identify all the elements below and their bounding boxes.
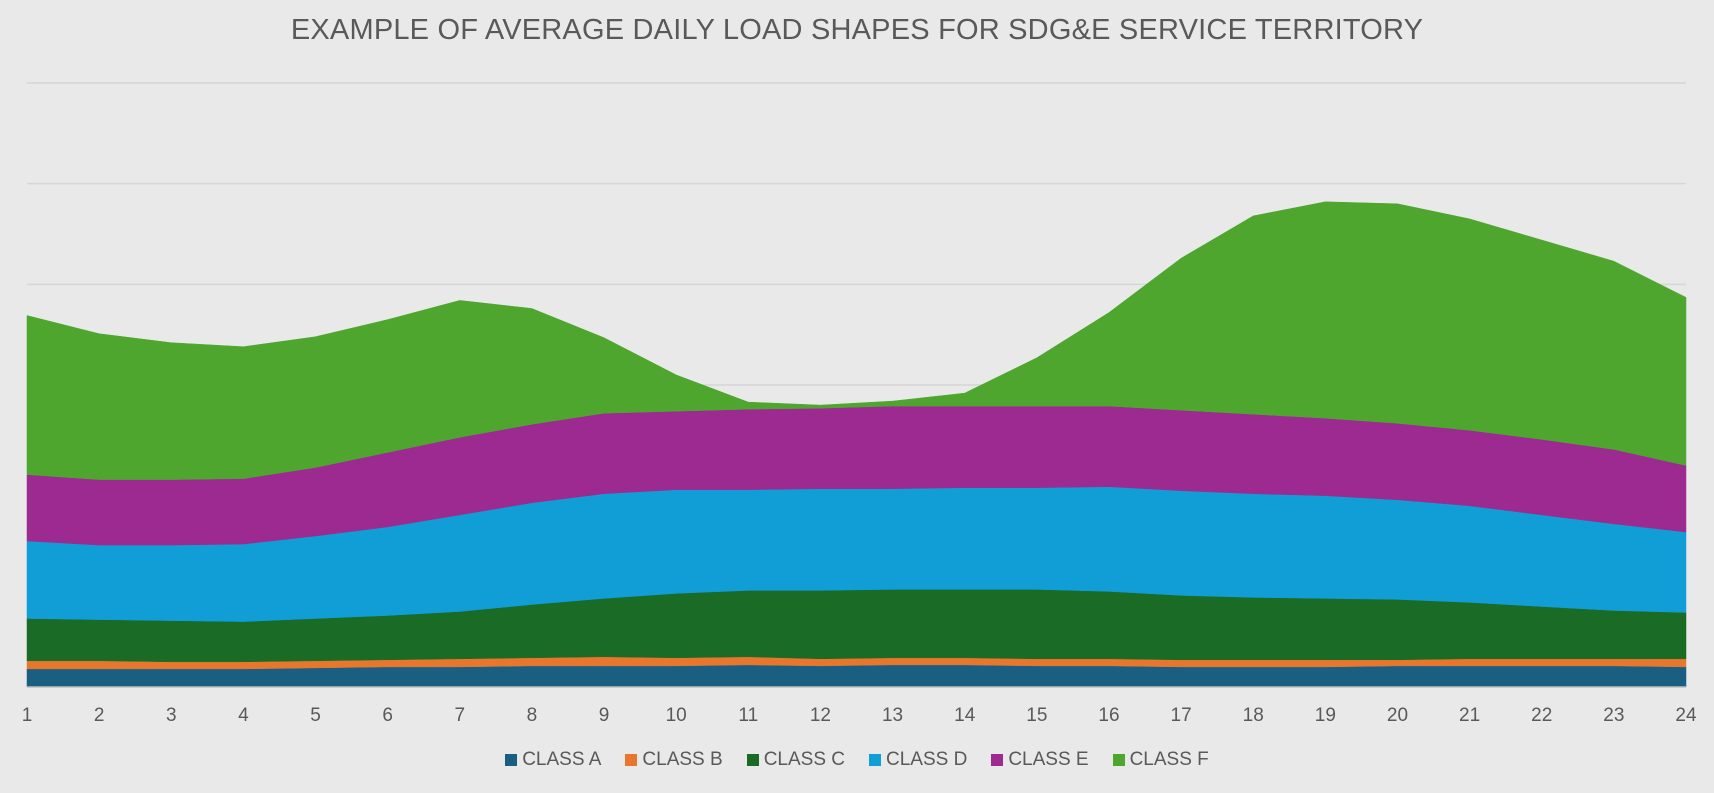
legend-swatch [1112, 754, 1125, 766]
x-tick-label: 2 [94, 705, 105, 726]
x-tick-label: 16 [1098, 705, 1119, 726]
x-tick-label: 7 [454, 705, 465, 726]
x-tick-label: 10 [666, 705, 687, 726]
x-axis: 1 2 3 4 5 6 7 8 9 10 11 12 13 14 15 16 17 18 19 20 21 22 23 24 [22, 686, 1697, 726]
legend-item: CLASS C [746, 749, 845, 771]
legend-swatch [991, 754, 1004, 766]
legend-item: CLASS F [1112, 749, 1209, 771]
x-tick-label: 12 [810, 705, 831, 726]
chart-title: EXAMPLE OF AVERAGE DAILY LOAD SHAPES FOR… [290, 14, 1424, 46]
x-tick-label: 5 [310, 705, 321, 726]
x-tick-label: 20 [1387, 705, 1408, 726]
legend-item: CLASS A [505, 749, 601, 771]
x-tick-label: 13 [882, 705, 903, 726]
x-tick-label: 6 [382, 705, 393, 726]
area-class-f [26, 201, 1687, 480]
x-tick-label: 18 [1243, 705, 1264, 726]
legend-label: CLASS C [763, 749, 845, 770]
legend: CLASS A CLASS B CLASS C CLASS D CLASS E CLASS… [0, 749, 1714, 771]
x-tick-label: 11 [738, 705, 758, 726]
chart-plot: 1 2 3 4 5 6 7 8 9 10 11 12 13 14 15 16 17 18 19 20 21 22 23 24 [22, 82, 1697, 726]
legend-label: CLASS D [886, 749, 968, 770]
x-tick-label: 3 [166, 705, 177, 726]
legend-item: CLASS B [625, 749, 723, 771]
x-tick-label: 8 [527, 705, 538, 726]
x-tick-label: 15 [1026, 705, 1047, 726]
legend-item: CLASS D [869, 749, 967, 771]
legend-swatch [625, 754, 638, 766]
legend-label: CLASS F [1129, 749, 1209, 770]
x-tick-label: 24 [1675, 705, 1697, 726]
legend-label: CLASS E [1008, 749, 1089, 770]
x-tick-label: 23 [1603, 705, 1624, 726]
x-tick-label: 17 [1171, 705, 1192, 726]
legend-item: CLASS E [991, 749, 1089, 771]
area-series [26, 201, 1687, 688]
legend-label: CLASS B [642, 749, 723, 770]
x-tick-label: 14 [954, 705, 976, 726]
legend-swatch [505, 754, 518, 766]
x-tick-label: 21 [1459, 705, 1480, 726]
legend-swatch [869, 754, 881, 766]
x-tick-label: 4 [238, 705, 249, 726]
legend-label: CLASS A [522, 749, 602, 770]
legend-swatch [746, 754, 759, 766]
x-tick-label: 19 [1315, 705, 1336, 726]
x-tick-label: 22 [1531, 705, 1552, 726]
x-tick-label: 9 [599, 705, 610, 726]
x-tick-label: 1 [22, 705, 33, 726]
